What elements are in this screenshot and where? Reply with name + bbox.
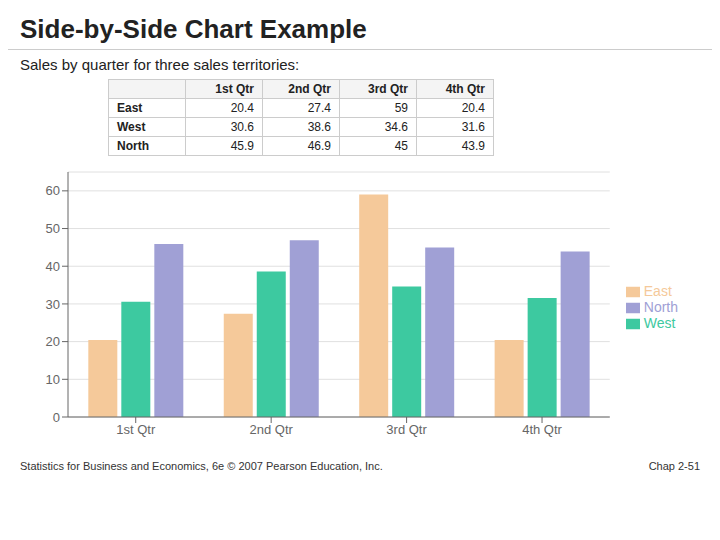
svg-text:0: 0	[53, 410, 60, 425]
svg-text:50: 50	[46, 221, 60, 236]
html-text:45: 45	[394, 139, 408, 153]
html-text:East: East	[117, 101, 143, 115]
html-text:Sales by quarter for three sal: Sales by quarter for three sales territo…	[20, 56, 300, 73]
html-text:West: West	[117, 120, 146, 134]
svg-text:4th Qtr: 4th Qtr	[522, 422, 562, 437]
svg-text:3rd Qtr: 3rd Qtr	[386, 422, 427, 437]
svg-text:2nd Qtr: 2nd Qtr	[249, 422, 293, 437]
svg-text:40: 40	[46, 259, 60, 274]
html-text:34.6: 34.6	[384, 120, 408, 134]
html-text:3rd Qtr: 3rd Qtr	[368, 82, 408, 96]
svg-text:10: 10	[46, 372, 60, 387]
html-text:30.6: 30.6	[230, 120, 254, 134]
svg-text:30: 30	[46, 297, 60, 312]
html-text:45.9: 45.9	[230, 139, 254, 153]
svg-text:60: 60	[46, 183, 60, 198]
html-text:46.9: 46.9	[307, 139, 331, 153]
html-text:1st Qtr: 1st Qtr	[215, 82, 254, 96]
html-text:2nd Qtr: 2nd Qtr	[288, 82, 331, 96]
html-text:Side-by-Side Chart Example: Side-by-Side Chart Example	[20, 14, 367, 44]
html-text:East: East	[643, 282, 672, 299]
html-text:Statistics for Business and Ec: Statistics for Business and Economics, 6…	[20, 460, 383, 472]
html-text:59: 59	[394, 101, 408, 115]
html-text:North: North	[117, 139, 149, 153]
html-text:27.4: 27.4	[307, 101, 331, 115]
svg-text:1st Qtr: 1st Qtr	[116, 422, 156, 437]
svg-text:20: 20	[46, 334, 60, 349]
html-text:4th Qtr: 4th Qtr	[445, 82, 485, 96]
html-text:North: North	[643, 298, 678, 315]
html-text:West: West	[643, 315, 676, 332]
html-text:31.6: 31.6	[461, 120, 485, 134]
html-text:43.9: 43.9	[461, 139, 485, 153]
html-text:20.4: 20.4	[461, 101, 485, 115]
html-text:Chap 2-51: Chap 2-51	[648, 460, 700, 472]
html-text:38.6: 38.6	[307, 120, 331, 134]
html-text:20.4: 20.4	[230, 101, 254, 115]
